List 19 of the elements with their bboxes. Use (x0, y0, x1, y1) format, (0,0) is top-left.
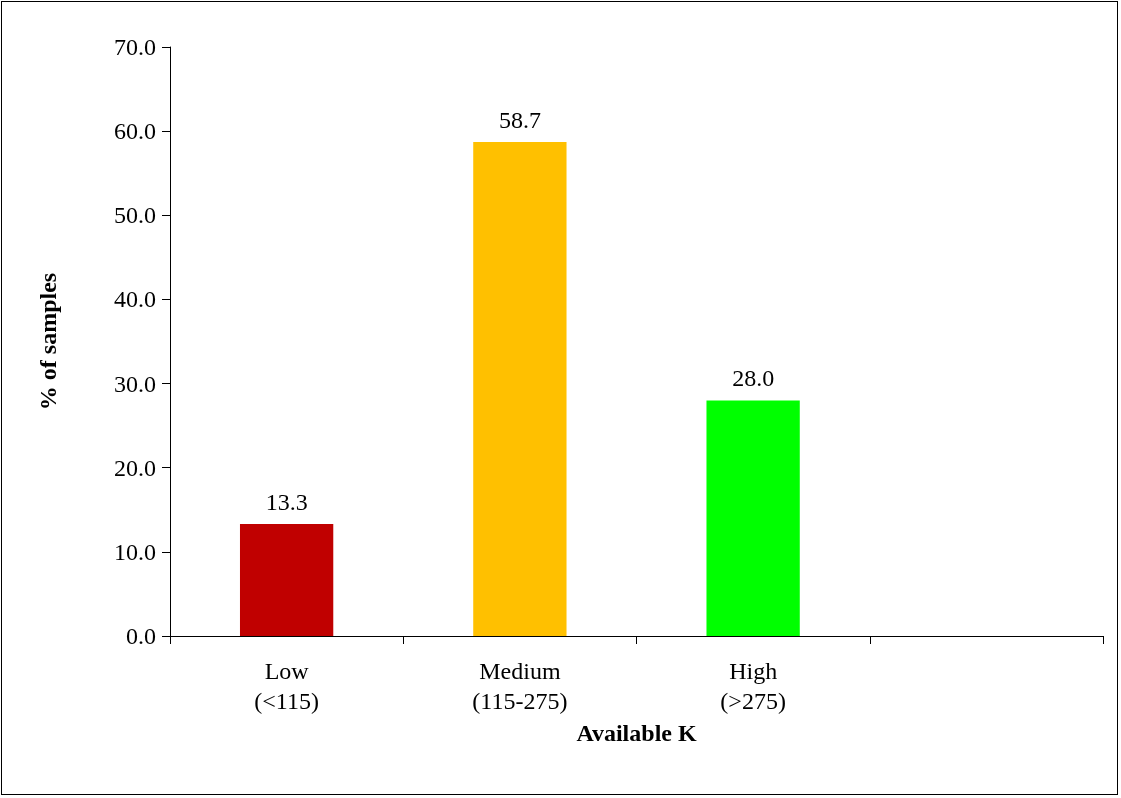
y-tick-label: 60.0 (114, 118, 156, 145)
bar (473, 142, 567, 636)
y-tick-label: 30.0 (114, 370, 156, 397)
y-tick-label: 0.0 (126, 623, 156, 649)
y-tick-label: 50.0 (114, 202, 156, 229)
bar (706, 400, 800, 636)
x-axis-title: Available K (576, 719, 697, 746)
bar (239, 524, 334, 636)
data-label: 58.7 (498, 107, 541, 134)
x-tick-label: High (>275) (720, 658, 786, 714)
data-label: 28.0 (732, 365, 775, 392)
x-tick-label: Medium (115-275) (472, 658, 568, 714)
y-tick-label: 10.0 (114, 538, 156, 565)
y-tick-label: 20.0 (114, 454, 156, 481)
y-tick-label: 70.0 (114, 34, 156, 60)
y-tick-label: 40.0 (114, 286, 156, 313)
y-axis-title: % of samples (35, 272, 61, 411)
data-label: 13.3 (265, 489, 308, 516)
x-tick-label: Low (<115) (254, 658, 319, 714)
